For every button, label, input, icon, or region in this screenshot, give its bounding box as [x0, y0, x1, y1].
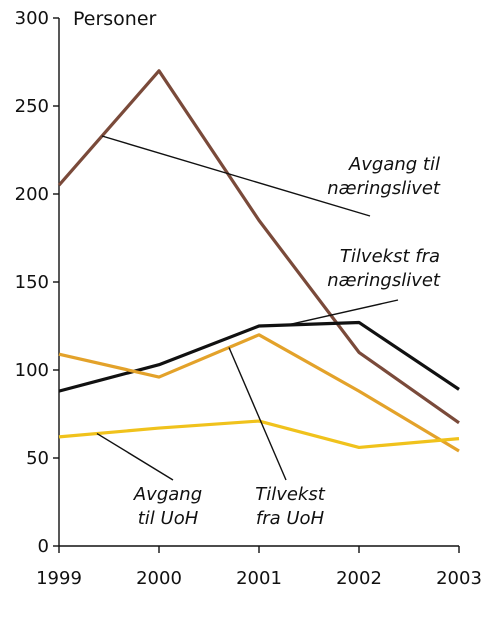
series-annotation-label: næringslivet [327, 270, 441, 291]
y-tick-label: 0 [38, 536, 49, 557]
y-tick-label: 250 [15, 96, 49, 117]
y-tick-label: 150 [15, 272, 49, 293]
series-annotation-label: næringslivet [327, 178, 441, 199]
series-annotation-label: Avgang [133, 484, 202, 505]
series-lines [57, 69, 460, 453]
series-line-3 [58, 419, 460, 450]
y-tick-label: 200 [15, 184, 49, 205]
series-line-1 [58, 320, 460, 393]
series-annotation-label: til UoH [138, 508, 199, 529]
x-tick-label: 2001 [236, 568, 282, 589]
series-annotation-label: fra UoH [256, 508, 325, 529]
annotation-leader-line [96, 432, 174, 481]
y-tick-label: 50 [26, 448, 49, 469]
y-tick-label: 100 [15, 360, 49, 381]
annotation-leader-line [228, 347, 287, 481]
y-tick-label: 300 [15, 8, 49, 29]
series-annotation-label: Tilvekst [255, 484, 326, 505]
x-tick-label: 2003 [436, 568, 482, 589]
x-tick-label: 2002 [336, 568, 382, 589]
annotation-leader-line [101, 135, 371, 217]
annotation-leaders [96, 135, 399, 481]
annotation-leader-line [286, 299, 399, 326]
series-line-0 [57, 69, 460, 425]
y-axis-label: Personer [73, 8, 157, 30]
series-annotation-label: Tilvekst fra [340, 246, 440, 267]
y-ticks: 0 50 100 150 200 250 300 [15, 8, 59, 557]
series-annotation-label: Avgang til [348, 154, 440, 175]
x-ticks: 1999 2000 2001 2002 2003 [36, 546, 482, 589]
x-tick-label: 1999 [36, 568, 82, 589]
annotations: Avgang til næringslivet Tilvekst fra næring… [133, 154, 441, 529]
x-tick-label: 2000 [136, 568, 182, 589]
series-line-2 [58, 333, 460, 453]
